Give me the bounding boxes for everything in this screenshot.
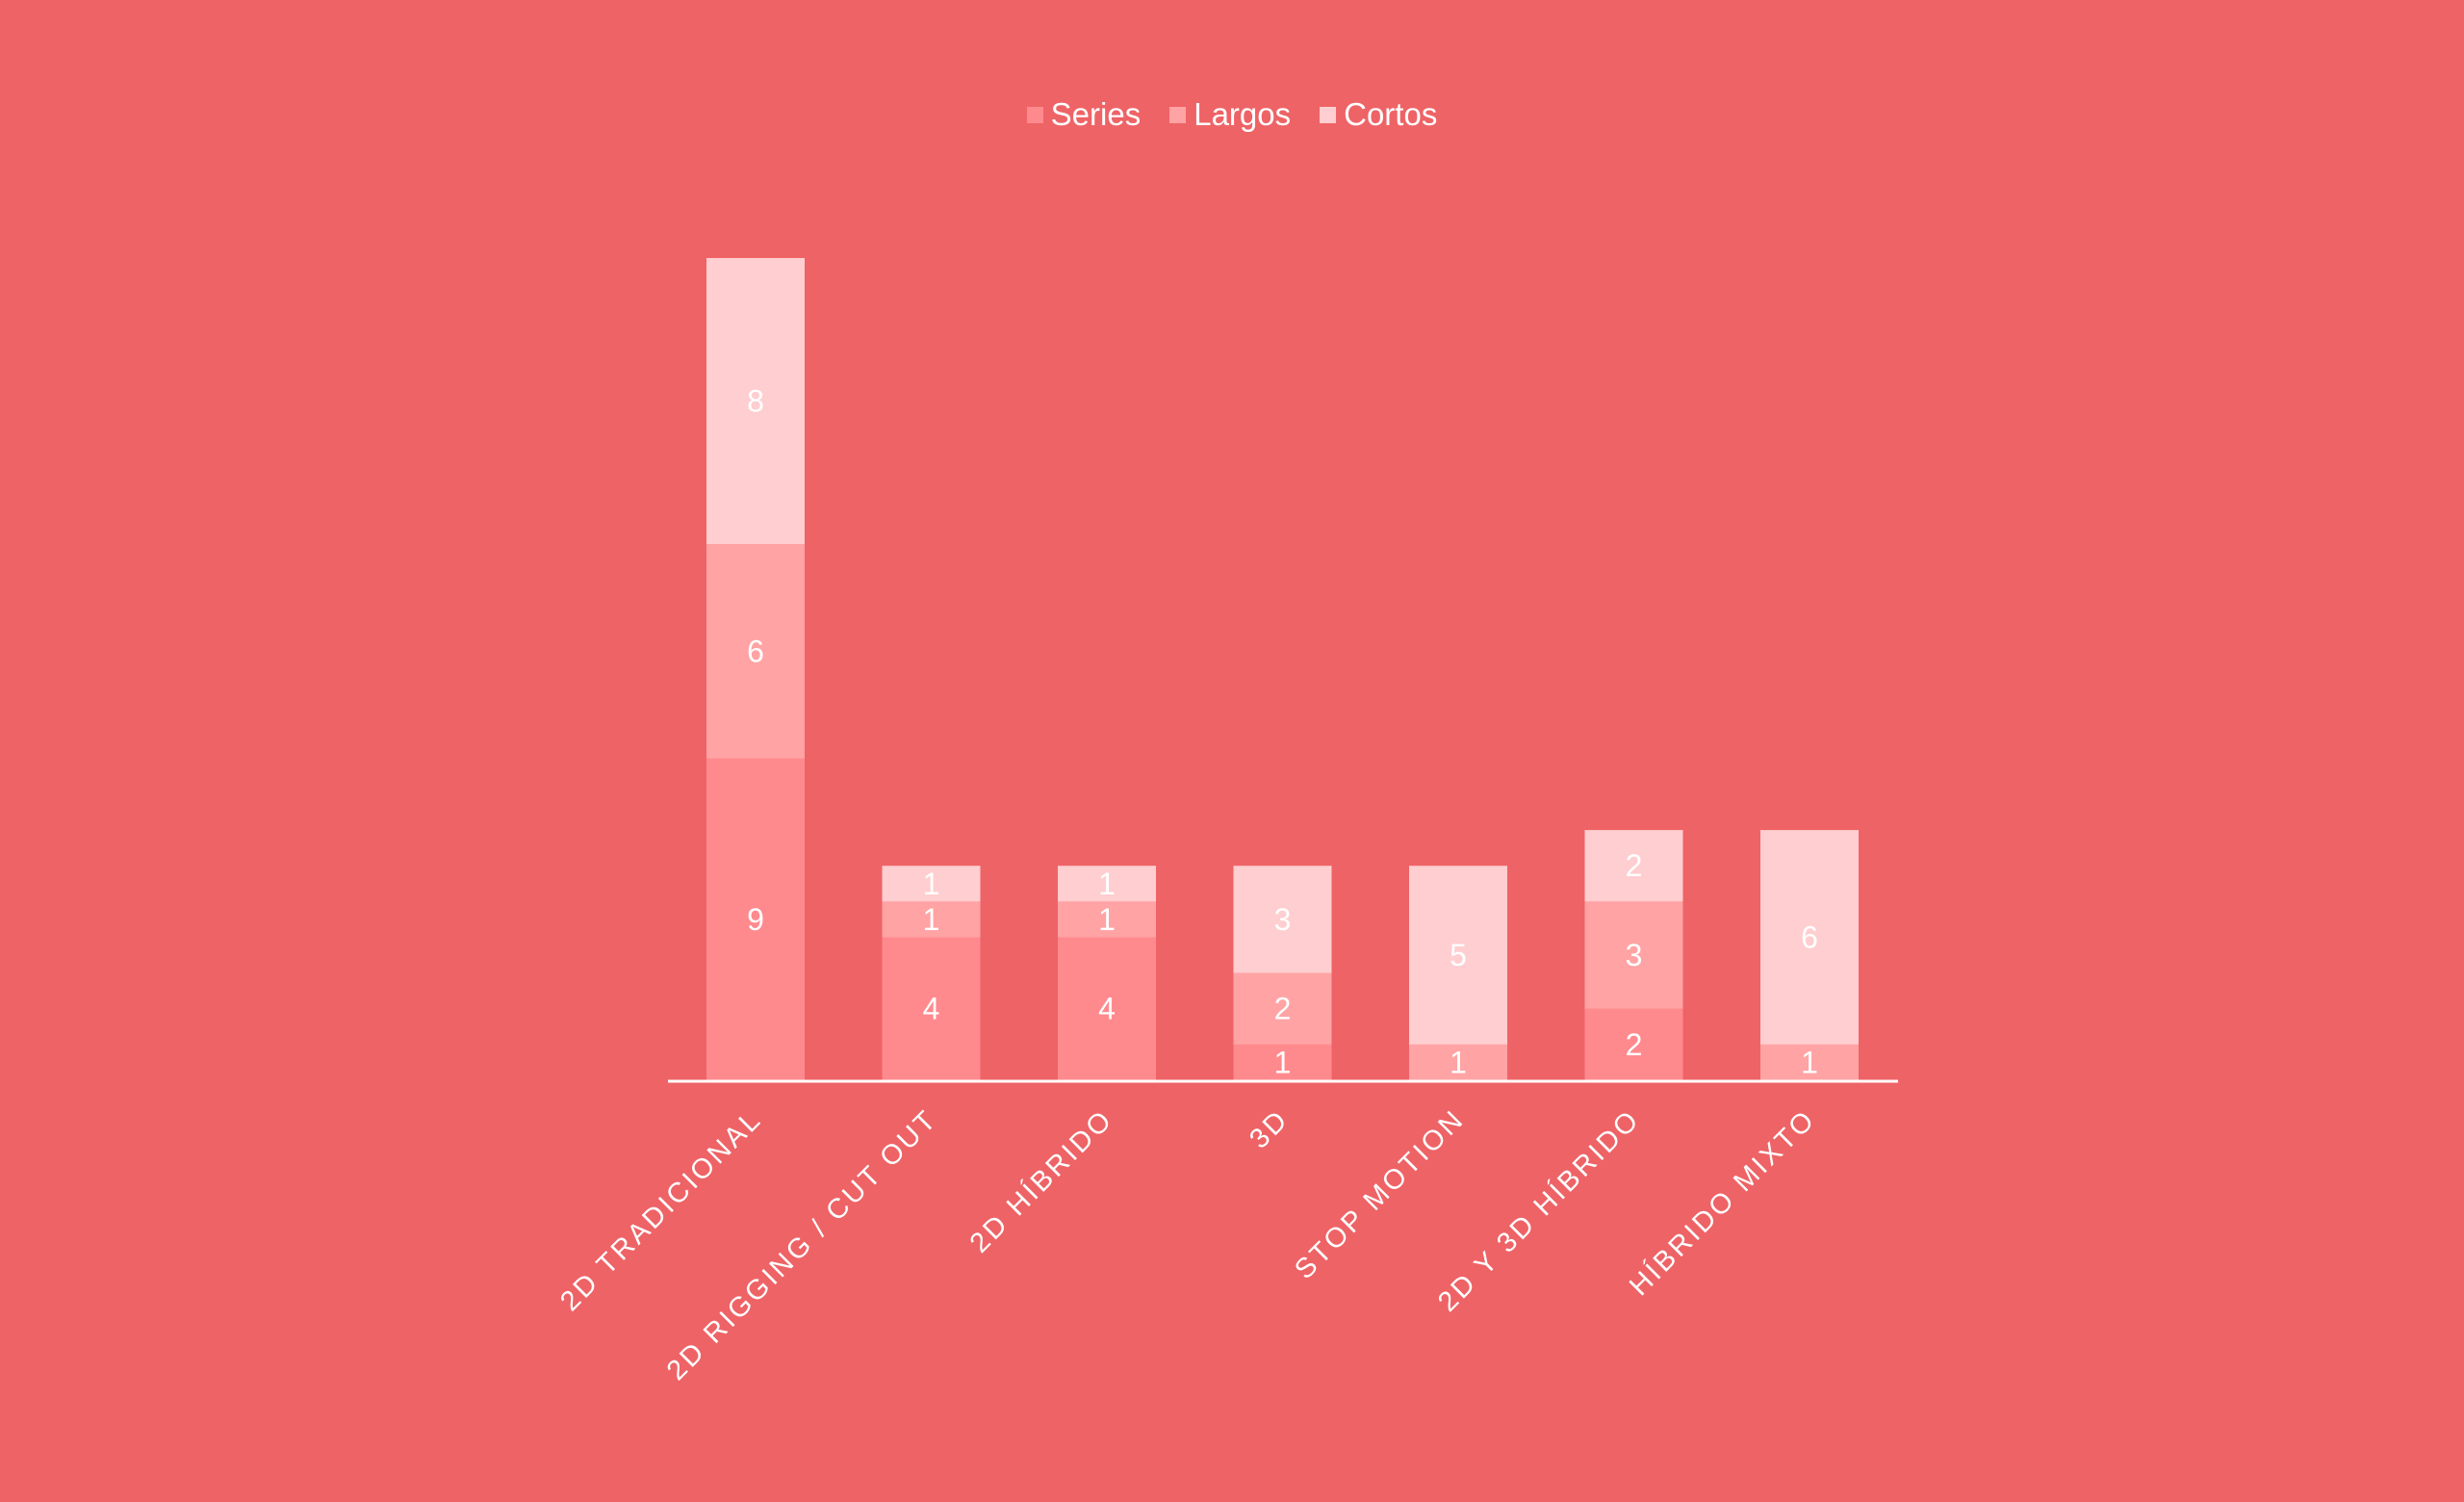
data-label-largos-3d: 2 [1274,992,1292,1026]
data-label-largos-2d-rigging-cut-out: 1 [923,902,940,937]
data-label-series-3d: 1 [1274,1045,1292,1079]
data-label-series-2d-tradicional: 9 [747,902,764,937]
x-tick-label-2d-hibrido: 2D HÍBRIDO [963,1103,1119,1259]
bar-largos-2d-y-3d-hibrido [1584,901,1683,1009]
bar-series-2d-hibrido [1058,937,1156,1080]
data-label-largos-2d-hibrido: 1 [1098,902,1116,937]
bar-largos-2d-rigging-cut-out [882,901,981,938]
bar-series-3d [1233,1044,1332,1080]
legend-swatch-cortos [1320,106,1337,123]
bar-cortos-stop-motion [1409,866,1507,1045]
legend-swatch-largos [1169,106,1187,123]
data-label-cortos-3d: 3 [1274,902,1292,937]
data-label-largos-2d-y-3d-hibrido: 3 [1626,938,1643,972]
x-tick-label-2d-tradicional: 2D TRADICIONAL [554,1103,768,1317]
bar-series-2d-y-3d-hibrido [1584,1008,1683,1080]
bar-cortos-2d-y-3d-hibrido [1584,830,1683,902]
data-label-cortos-2d-y-3d-hibrido: 2 [1626,848,1643,883]
bar-cortos-hibrido-mixto [1760,830,1859,1045]
data-label-cortos-2d-rigging-cut-out: 1 [923,867,940,901]
bar-cortos-2d-rigging-cut-out [882,866,981,902]
bar-largos-stop-motion [1409,1044,1507,1080]
legend-item-largos: Largos [1169,96,1291,133]
data-label-cortos-2d-tradicional: 8 [747,384,764,419]
data-label-cortos-stop-motion: 5 [1450,938,1467,972]
legend-label-series: Series [1050,96,1142,132]
data-label-cortos-hibrido-mixto: 6 [1801,919,1818,954]
legend-label-largos: Largos [1194,96,1292,132]
data-label-series-2d-hibrido: 4 [1098,992,1116,1026]
bar-series-2d-tradicional [706,758,805,1080]
bar-cortos-2d-hibrido [1058,866,1156,902]
data-label-cortos-2d-hibrido: 1 [1098,867,1116,901]
legend-swatch-series [1026,106,1043,123]
data-label-largos-stop-motion: 1 [1450,1045,1467,1079]
x-tick-label-2d-y-3d-hibrido: 2D Y 3D HÍBRIDO [1431,1103,1646,1318]
bar-cortos-2d-tradicional [706,258,805,545]
data-label-largos-2d-tradicional: 6 [747,634,764,668]
bar-largos-2d-tradicional [706,544,805,759]
x-tick-label-2d-rigging-cut-out: 2D RIGGING / CUT OUT [661,1103,944,1386]
legend-label-cortos: Cortos [1344,96,1438,132]
bar-largos-2d-hibrido [1058,901,1156,938]
x-tick-label-3d: 3D [1244,1103,1295,1154]
data-label-series-2d-rigging-cut-out: 4 [923,992,940,1026]
bar-largos-hibrido-mixto [1760,1044,1859,1080]
data-label-largos-hibrido-mixto: 1 [1801,1045,1818,1079]
legend-item-series: Series [1026,96,1142,133]
bar-largos-3d [1233,972,1332,1045]
legend-item-cortos: Cortos [1320,96,1437,133]
bar-cortos-3d [1233,866,1332,973]
chart-legend: Series Largos Cortos [0,96,2464,133]
bar-series-2d-rigging-cut-out [882,937,981,1080]
x-tick-label-hibrido-mixto: HÍBRIDO MIXTO [1623,1103,1822,1303]
data-label-series-2d-y-3d-hibrido: 2 [1626,1027,1643,1062]
x-tick-label-stop-motion: STOP MOTION [1289,1103,1471,1285]
